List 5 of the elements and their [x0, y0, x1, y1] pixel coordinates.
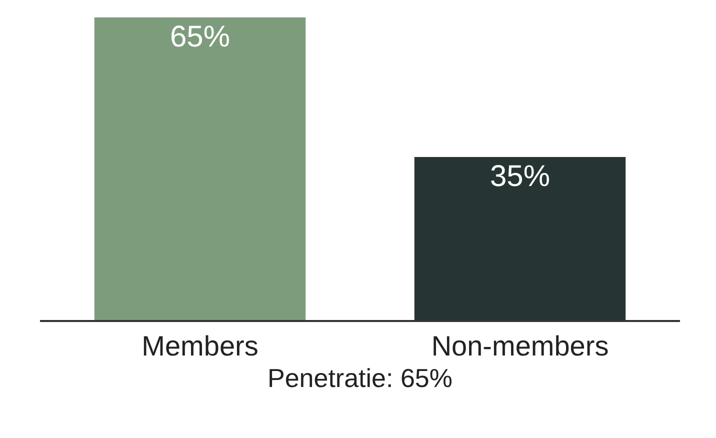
data-label: 35%: [490, 160, 550, 194]
x-axis-title: Penetratie: 65%: [267, 362, 453, 393]
x-tick-label: Members: [142, 330, 258, 362]
data-label: 65%: [170, 20, 230, 54]
x-tick-label: Non-members: [431, 330, 609, 362]
